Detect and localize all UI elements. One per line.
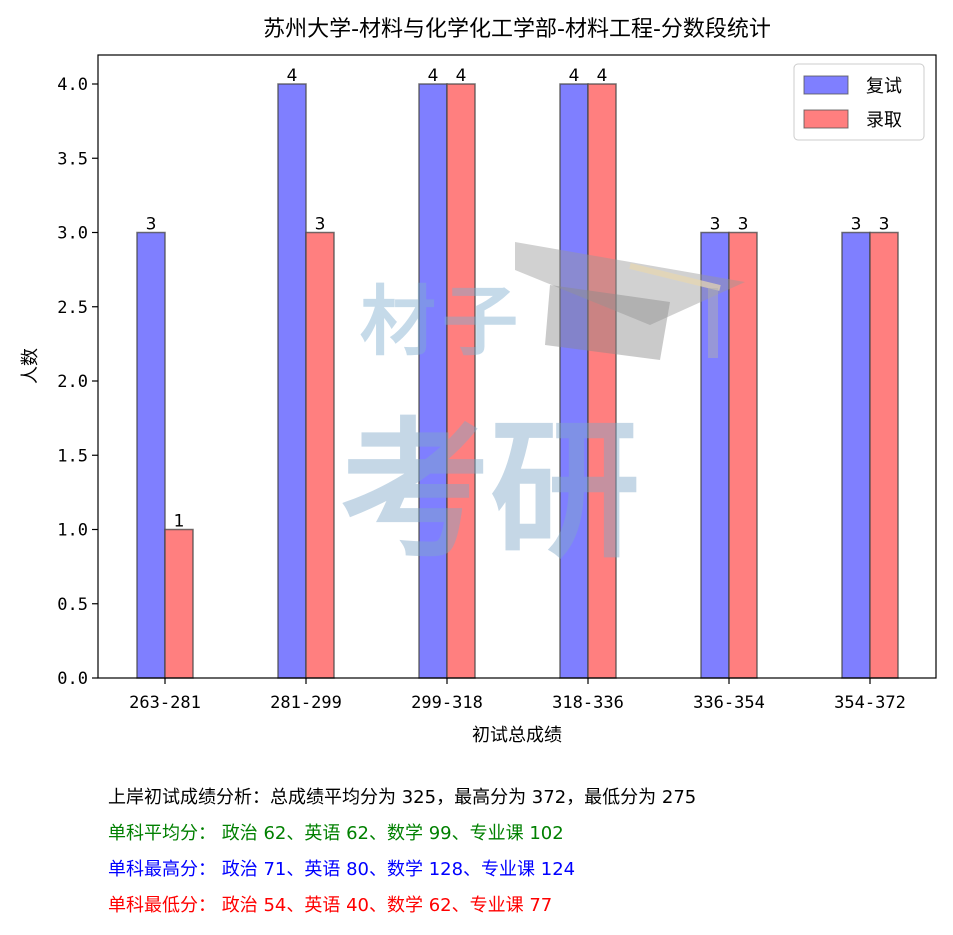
- legend-box: [793, 63, 925, 141]
- bar-luqu-263-281: [164, 528, 194, 679]
- bar-luqu-299-318: [446, 83, 476, 679]
- x-tick-label: 318-336: [552, 693, 624, 713]
- data-label-luqu-281-299: 3: [315, 215, 326, 235]
- data-label-fushi-299-318: 4: [428, 66, 439, 86]
- data-label-fushi-336-354: 3: [710, 215, 721, 235]
- y-tick-label: 3.0: [57, 224, 88, 244]
- bar-luqu-354-372: [869, 231, 899, 679]
- legend-swatch-fushi: [803, 75, 849, 95]
- data-label-fushi-318-336: 4: [569, 66, 580, 86]
- data-label-luqu-336-354: 3: [738, 215, 749, 235]
- x-tick-label: 299-318: [411, 693, 483, 713]
- bar-luqu-336-354: [728, 231, 758, 679]
- data-label-luqu-299-318: 4: [456, 66, 467, 86]
- y-tick-label: 3.5: [57, 149, 88, 169]
- x-tick-label: 336-354: [693, 693, 765, 713]
- data-label-luqu-318-336: 4: [597, 66, 608, 86]
- data-label-luqu-354-372: 3: [879, 215, 890, 235]
- y-tick-label: 2.0: [57, 372, 88, 392]
- legend-label-luqu: 录取: [866, 110, 902, 131]
- bar-fushi-318-336: [559, 83, 589, 679]
- data-label-fushi-354-372: 3: [851, 215, 862, 235]
- y-tick-label: 2.5: [57, 298, 88, 318]
- bars-layer: [136, 83, 899, 679]
- y-tick-label: 1.0: [57, 521, 88, 541]
- bar-luqu-281-299: [305, 231, 335, 679]
- y-tick-label: 0.0: [57, 669, 88, 689]
- bar-fushi-281-299: [277, 83, 307, 679]
- note-average: 单科平均分： 政治 62、英语 62、数学 99、专业课 102: [108, 823, 564, 844]
- legend-label-fushi: 复试: [866, 76, 902, 97]
- score-notes: 上岸初试成绩分析：总成绩平均分为 325，最高分为 372，最低分为 275 单…: [108, 780, 696, 924]
- y-axis-label: 人数: [20, 348, 41, 384]
- bar-luqu-318-336: [587, 83, 617, 679]
- data-label-fushi-281-299: 4: [287, 66, 298, 86]
- y-tick-label: 1.5: [57, 446, 88, 466]
- x-tick-label: 354-372: [834, 693, 906, 713]
- x-axis: 263-281 281-299 299-318 318-336 336-354 354-3…: [129, 678, 906, 713]
- note-lowest: 单科最低分： 政治 54、英语 40、数学 62、专业课 77: [108, 895, 553, 916]
- note-highest: 单科最高分： 政治 71、英语 80、数学 128、专业课 124: [108, 859, 576, 880]
- data-label-luqu-263-281: 1: [174, 512, 185, 532]
- bar-chart: 苏州大学-材料与化学化工学部-材料工程-分数段统计 0.0 0.5 1.0 1.5 2.…: [20, 17, 937, 746]
- x-tick-label: 263-281: [129, 693, 201, 713]
- bar-fushi-354-372: [841, 231, 871, 679]
- plot-frame: [97, 54, 937, 679]
- bar-fushi-263-281: [136, 231, 166, 679]
- x-tick-label: 281-299: [270, 693, 342, 713]
- note-summary: 上岸初试成绩分析：总成绩平均分为 325，最高分为 372，最低分为 275: [108, 787, 697, 808]
- x-axis-label: 初试总成绩: [472, 725, 562, 746]
- bar-fushi-299-318: [418, 83, 448, 679]
- legend: 复试 录取: [793, 63, 925, 141]
- y-tick-label: 4.0: [57, 75, 88, 95]
- data-label-fushi-263-281: 3: [146, 215, 157, 235]
- legend-swatch-luqu: [803, 109, 849, 129]
- y-tick-label: 0.5: [57, 595, 88, 615]
- y-axis: 0.0 0.5 1.0 1.5 2.0 2.5 3.0 3.5 4.0: [57, 75, 98, 689]
- chart-title: 苏州大学-材料与化学化工学部-材料工程-分数段统计: [263, 17, 771, 42]
- bar-fushi-336-354: [700, 231, 730, 679]
